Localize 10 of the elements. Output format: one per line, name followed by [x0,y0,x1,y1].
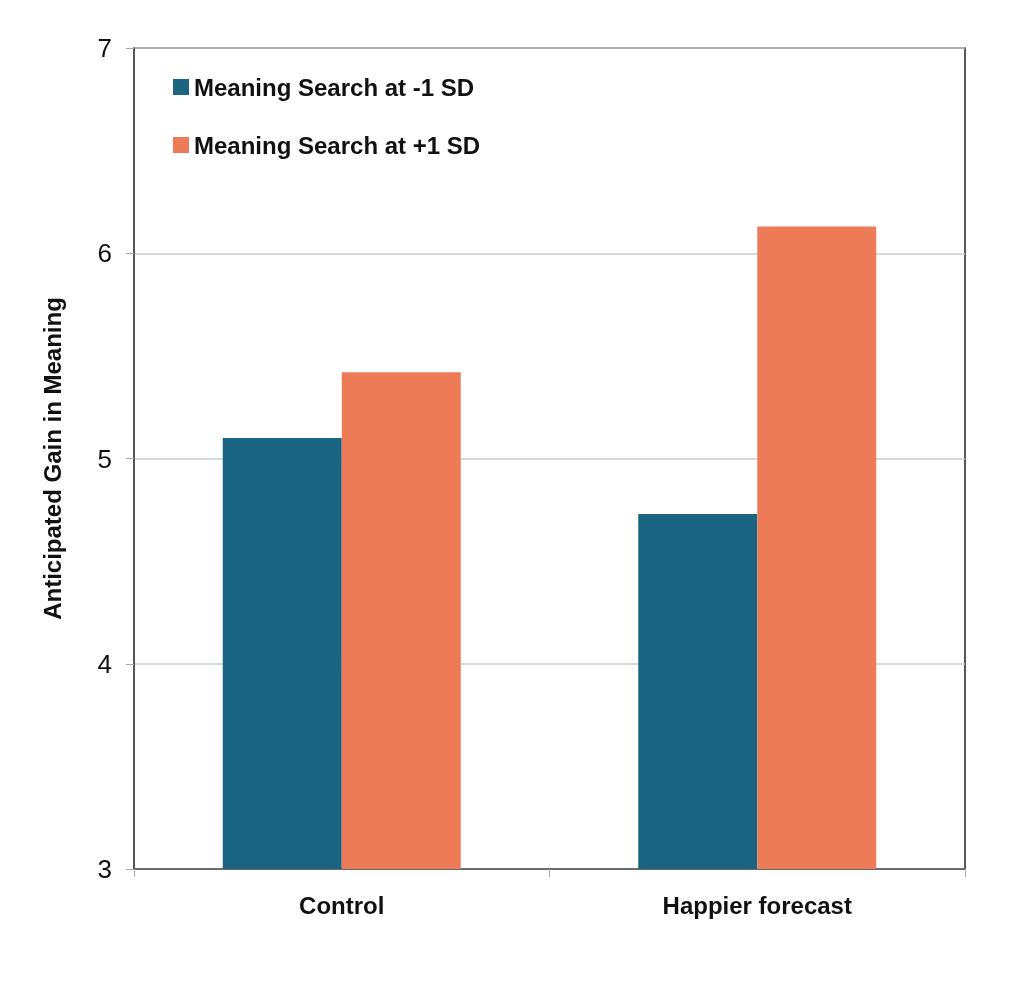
y-tick-label: 7 [97,33,112,63]
legend-label: Meaning Search at +1 SD [194,131,481,159]
y-tick-label: 3 [97,854,112,884]
y-axis-title: Anticipated Gain in Meaning [38,297,66,620]
y-tick-label: 5 [97,443,112,474]
x-tick-label: Control [299,891,385,919]
x-tick-label: Happier forecast [662,891,852,919]
y-tick-label: 6 [97,238,112,269]
y-tick-label: 4 [97,648,112,679]
legend-label: Meaning Search at -1 SD [194,73,475,101]
